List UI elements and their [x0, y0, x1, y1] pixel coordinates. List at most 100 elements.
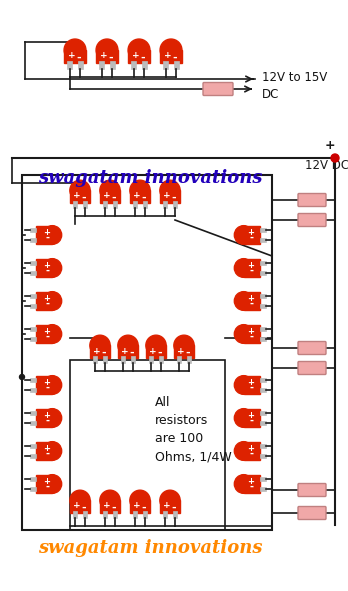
Circle shape — [234, 226, 253, 244]
Bar — [130, 501, 150, 513]
Bar — [78, 61, 83, 69]
Bar — [30, 337, 37, 341]
Bar — [174, 345, 194, 358]
Bar — [37, 292, 52, 310]
Circle shape — [43, 291, 62, 310]
Text: +: + — [103, 502, 111, 511]
Circle shape — [96, 39, 118, 61]
Bar — [113, 511, 117, 518]
Circle shape — [43, 324, 62, 343]
Bar — [30, 421, 37, 426]
Text: +: + — [164, 51, 172, 60]
Bar — [244, 259, 260, 277]
Bar — [83, 201, 87, 208]
Bar — [30, 271, 37, 275]
Text: +: + — [44, 378, 50, 387]
Bar — [96, 50, 118, 63]
Bar — [73, 511, 77, 518]
Bar — [244, 376, 260, 394]
Bar — [260, 487, 266, 491]
Text: -: - — [157, 348, 162, 358]
Bar — [30, 228, 37, 232]
Circle shape — [234, 291, 253, 310]
Circle shape — [64, 39, 86, 61]
Circle shape — [130, 490, 150, 511]
Circle shape — [70, 490, 90, 511]
Bar — [131, 356, 135, 363]
Bar — [260, 327, 266, 331]
Circle shape — [118, 335, 138, 355]
Circle shape — [43, 259, 62, 277]
Text: All
resistors
are 100
Ohms, 1/4W: All resistors are 100 Ohms, 1/4W — [155, 397, 232, 463]
Bar — [260, 454, 266, 458]
Text: +: + — [103, 191, 111, 200]
Circle shape — [100, 490, 120, 511]
Bar — [260, 444, 266, 448]
Bar — [244, 409, 260, 427]
Bar — [30, 378, 37, 382]
Bar — [260, 228, 266, 232]
Bar — [260, 261, 266, 265]
Bar — [159, 356, 163, 363]
Bar — [260, 337, 266, 341]
Text: -: - — [249, 266, 253, 276]
Bar — [110, 61, 115, 69]
Bar — [244, 292, 260, 310]
FancyBboxPatch shape — [298, 213, 326, 226]
Bar — [37, 376, 52, 394]
Text: -: - — [45, 299, 49, 309]
Text: -: - — [141, 53, 145, 63]
Text: +: + — [132, 51, 140, 60]
Bar — [30, 261, 37, 265]
Bar — [177, 356, 181, 363]
Bar — [37, 259, 52, 277]
Bar — [30, 454, 37, 458]
Bar — [67, 61, 72, 69]
Bar — [103, 356, 107, 363]
Text: -: - — [81, 503, 86, 513]
Bar — [160, 190, 180, 203]
Text: -: - — [45, 332, 49, 342]
FancyBboxPatch shape — [298, 362, 326, 375]
Bar — [173, 511, 177, 518]
Text: +: + — [247, 477, 254, 486]
Text: +: + — [133, 502, 141, 511]
Text: +: + — [121, 346, 129, 356]
Bar — [143, 201, 147, 208]
Bar — [37, 324, 52, 343]
Circle shape — [90, 335, 110, 355]
Bar — [260, 477, 266, 481]
Bar — [30, 388, 37, 392]
Circle shape — [234, 324, 253, 343]
Bar — [70, 360, 225, 530]
Bar — [73, 201, 77, 208]
Bar — [244, 441, 260, 460]
Text: -: - — [171, 503, 176, 513]
Bar — [30, 294, 37, 298]
Text: +: + — [149, 346, 157, 356]
Text: -: - — [101, 348, 106, 358]
Text: -: - — [45, 233, 49, 243]
Text: -: - — [111, 503, 116, 513]
Text: +: + — [44, 444, 50, 453]
Circle shape — [100, 180, 120, 200]
Text: -: - — [173, 53, 177, 63]
FancyBboxPatch shape — [298, 193, 326, 206]
Text: +: + — [73, 502, 81, 511]
Circle shape — [43, 441, 62, 460]
Text: -: - — [77, 53, 81, 63]
Text: +: + — [73, 191, 81, 200]
Bar — [149, 356, 153, 363]
FancyBboxPatch shape — [298, 483, 326, 496]
Bar — [146, 345, 166, 358]
Bar — [174, 61, 179, 69]
Text: -: - — [185, 348, 190, 358]
Text: +: + — [247, 411, 254, 420]
Text: +: + — [247, 261, 254, 270]
FancyBboxPatch shape — [298, 342, 326, 355]
Circle shape — [146, 335, 166, 355]
Bar — [133, 201, 137, 208]
Bar — [130, 190, 150, 203]
Text: swagatam innovations: swagatam innovations — [38, 539, 262, 557]
Text: -: - — [249, 383, 253, 393]
